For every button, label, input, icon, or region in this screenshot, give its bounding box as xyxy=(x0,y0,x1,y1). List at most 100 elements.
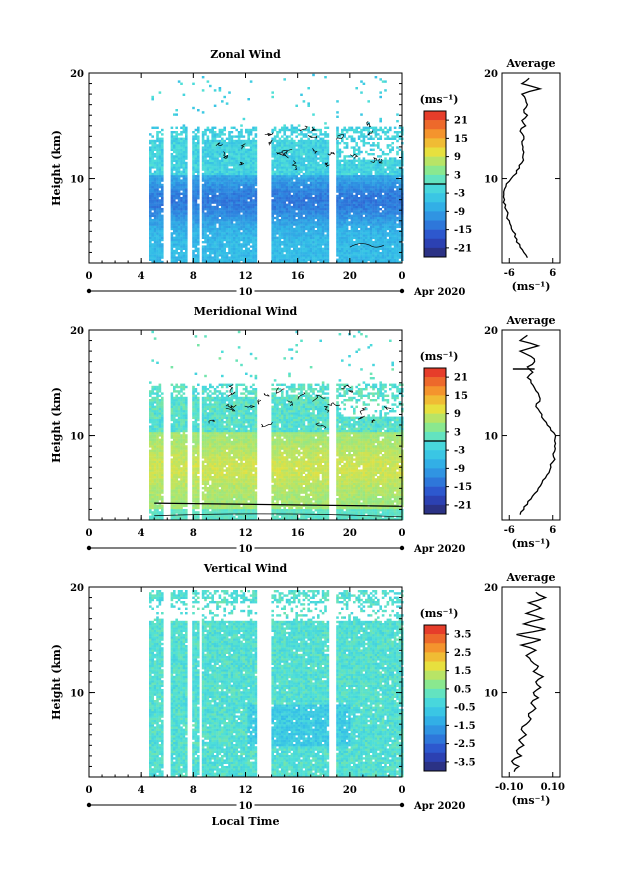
heatmap-cell xyxy=(343,166,346,169)
heatmap-cell xyxy=(194,175,198,178)
heatmap-cell xyxy=(218,161,222,165)
heatmap-cell xyxy=(384,254,387,257)
heatmap-cell xyxy=(309,225,313,228)
heatmap-cell xyxy=(307,197,310,200)
heatmap-cell xyxy=(151,197,154,200)
heatmap-cell xyxy=(218,234,222,237)
heatmap-cell xyxy=(350,183,354,187)
heatmap-cell xyxy=(283,243,286,246)
heatmap-cell xyxy=(192,223,195,226)
heatmap-cell xyxy=(245,192,248,195)
heatmap-cell xyxy=(223,139,226,143)
heatmap-cell xyxy=(396,236,399,239)
heatmap-cell xyxy=(309,238,313,242)
heatmap-cell xyxy=(194,188,198,191)
heatmap-cell xyxy=(321,256,325,259)
heatmap-cell xyxy=(285,258,289,261)
heatmap-cell xyxy=(197,254,200,257)
heatmap-cell xyxy=(197,181,200,184)
heatmap-cell xyxy=(223,256,226,259)
heatmap-cell xyxy=(309,197,313,200)
heatmap-cell xyxy=(281,175,284,178)
heatmap-cell xyxy=(355,232,358,235)
heatmap-cell xyxy=(252,190,255,193)
heatmap-cell xyxy=(386,161,390,165)
heatmap-cell xyxy=(247,131,250,134)
heatmap-cell xyxy=(305,221,308,224)
heatmap-cell xyxy=(149,212,152,215)
heatmap-cell xyxy=(355,131,358,134)
heatmap-cell xyxy=(209,199,212,202)
heatmap-cell xyxy=(336,131,339,134)
heatmap-cell xyxy=(161,234,164,237)
heatmap-cell xyxy=(305,238,308,242)
heatmap-cell xyxy=(381,201,385,204)
heatmap-cell xyxy=(230,131,234,134)
heatmap-cell xyxy=(353,128,356,132)
heatmap-cell xyxy=(209,208,212,211)
heatmap-cell xyxy=(297,197,301,200)
heatmap-cell xyxy=(192,212,195,215)
heatmap-cell xyxy=(175,223,178,226)
heatmap-cell xyxy=(182,227,186,231)
heatmap-cell xyxy=(153,256,157,259)
heatmap-cell xyxy=(336,175,339,178)
heatmap-cell xyxy=(225,236,229,239)
heatmap-cell xyxy=(307,157,310,160)
heatmap-cell xyxy=(336,135,339,138)
heatmap-cell xyxy=(278,214,282,217)
heatmap-cell xyxy=(173,249,176,253)
heatmap-cell xyxy=(295,155,298,158)
heatmap-cell xyxy=(235,232,238,235)
heatmap-cell xyxy=(221,150,224,154)
heatmap-cell xyxy=(343,243,346,246)
heatmap-cell xyxy=(355,223,358,226)
heatmap-cell xyxy=(384,243,387,246)
heatmap-cell xyxy=(365,135,368,138)
heatmap-cell xyxy=(237,194,241,198)
heatmap-cell xyxy=(209,205,212,209)
heatmap-cell xyxy=(341,131,344,134)
heatmap-cell xyxy=(216,164,219,167)
heatmap-cell xyxy=(276,219,279,222)
heatmap-cell xyxy=(276,205,279,209)
heatmap-cell xyxy=(158,192,162,195)
heatmap-cell xyxy=(314,146,318,149)
heatmap-cell xyxy=(336,142,339,145)
heatmap-cell xyxy=(204,254,207,257)
heatmap-cell xyxy=(173,172,176,176)
heatmap-cell xyxy=(302,241,306,244)
heatmap-cell xyxy=(170,236,174,239)
heatmap-cell xyxy=(302,258,306,261)
heatmap-cell xyxy=(225,243,229,246)
heatmap-cell xyxy=(377,245,380,248)
heatmap-cell xyxy=(288,164,291,167)
heatmap-cell xyxy=(158,254,162,257)
heatmap-cell xyxy=(345,225,349,228)
heatmap-cell xyxy=(369,186,373,189)
heatmap-cell xyxy=(276,260,279,264)
heatmap-cell xyxy=(343,126,346,129)
heatmap-cell xyxy=(360,175,363,178)
heatmap-cell xyxy=(350,232,354,235)
heatmap-cell xyxy=(281,260,284,264)
heatmap-cell xyxy=(221,131,224,134)
heatmap-cell xyxy=(225,172,229,176)
heatmap-cell xyxy=(245,157,248,160)
heatmap-cell xyxy=(204,249,207,253)
heatmap-cell xyxy=(360,260,363,264)
heatmap-cell xyxy=(290,183,294,187)
heatmap-cell xyxy=(153,221,157,224)
heatmap-cell xyxy=(369,175,373,178)
heatmap-cell xyxy=(362,245,366,248)
heatmap-cell xyxy=(357,159,361,162)
heatmap-cell xyxy=(285,247,289,250)
heatmap-cell xyxy=(247,194,250,198)
heatmap-cell xyxy=(355,87,358,90)
heatmap-cell xyxy=(247,252,250,255)
heatmap-cell xyxy=(369,126,373,129)
heatmap-cell xyxy=(297,153,301,156)
heatmap-cell xyxy=(218,89,222,92)
heatmap-cell xyxy=(180,192,183,195)
heatmap-cell xyxy=(353,241,356,244)
